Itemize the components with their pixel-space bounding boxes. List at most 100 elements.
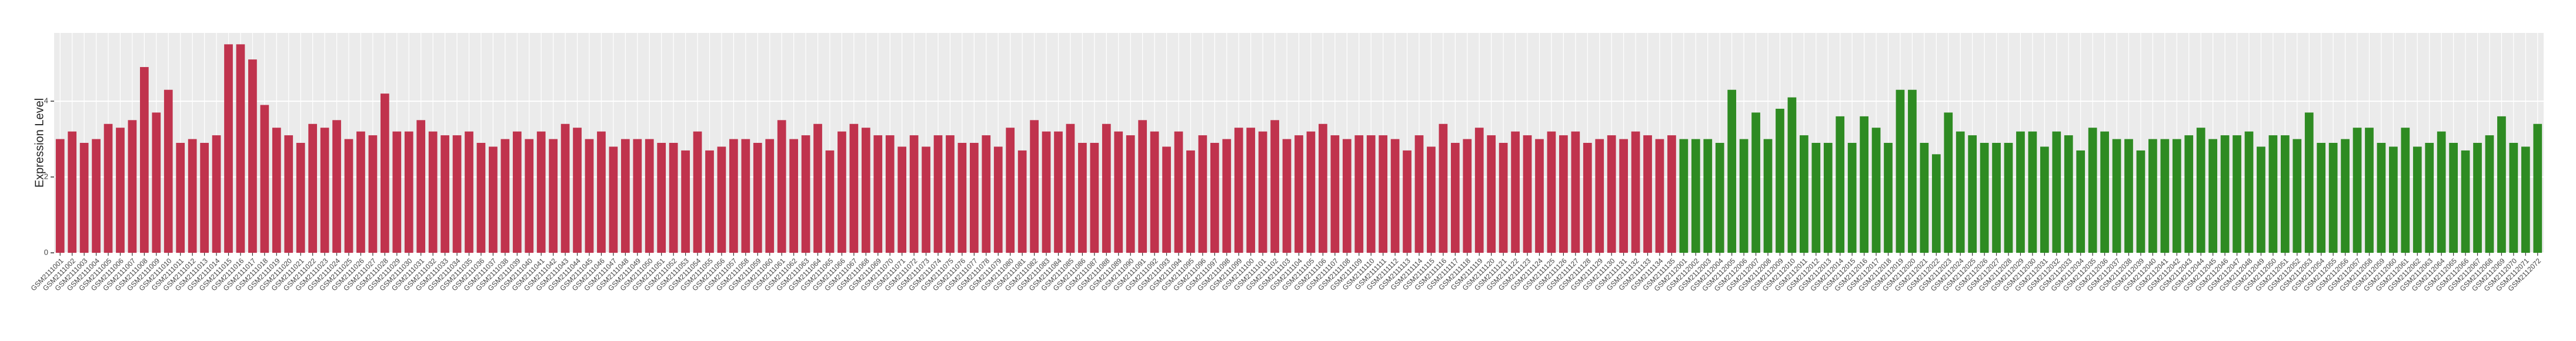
bar [1017,150,1027,253]
bar [2401,128,2410,253]
bar [2437,131,2446,253]
bar [1776,108,1784,253]
bar [1823,143,1833,253]
bar [2172,139,2181,253]
bar [1667,135,1676,253]
bar [669,143,678,253]
bar [825,150,835,253]
bar [1006,128,1015,253]
bar [597,131,606,253]
bar [1126,135,1135,253]
bar [982,135,991,253]
bar [922,146,930,253]
bar [560,123,570,253]
bar [2016,131,2025,253]
bar [1258,131,1267,253]
bar [1836,116,1845,253]
bar [693,131,702,253]
bar [2148,139,2157,253]
bar [1523,135,1532,253]
bar [2088,128,2097,253]
bar [404,131,413,253]
bar [2425,143,2434,253]
bar [332,120,341,253]
bar [777,120,786,253]
bar [1739,139,1749,253]
bar [2341,139,2350,253]
bar [1884,143,1893,253]
bar [2208,139,2218,253]
bar [1571,131,1580,253]
bar [79,143,89,253]
bar [248,59,257,253]
bar [1643,135,1652,253]
bar [801,135,810,253]
bar [645,139,654,253]
bar [1090,143,1099,253]
bar [1414,135,1424,253]
bar [536,131,546,253]
bar [512,131,522,253]
bar [609,146,618,253]
bar [1138,120,1147,253]
bar [2328,143,2338,253]
bar [2317,143,2326,253]
bar [2196,128,2205,253]
bar [1150,131,1159,253]
bar [272,128,281,253]
bar [176,143,185,253]
bar [2461,150,2470,253]
bar [2257,146,2265,253]
bar [2473,143,2482,253]
bar [1246,128,1256,253]
bar [1222,139,1232,253]
bar [1727,89,1737,253]
bar [452,135,462,253]
bar [1342,139,1352,253]
bar [837,131,846,253]
bar [1030,120,1039,253]
bar [1390,139,1400,253]
bar [1078,143,1087,253]
bar [1920,143,1929,253]
bar [128,120,137,253]
bar [1487,135,1496,253]
bar [1439,123,1448,253]
y-tick-label: 2 [44,172,48,180]
bar [1871,128,1881,253]
y-tick-label: 4 [44,96,48,105]
bar [2304,112,2314,253]
bar [2052,131,2061,253]
bar [1583,143,1592,253]
bar [476,143,486,253]
bar [1908,89,1917,253]
bar [441,135,449,253]
bar [1715,143,1724,253]
bar [2497,116,2506,253]
bar [2377,143,2386,253]
bar [2293,139,2302,253]
bar [1306,131,1316,253]
bar [416,120,426,253]
bar [1198,135,1207,253]
bar [946,135,955,253]
bar [909,135,919,253]
bar [1330,135,1340,253]
bar [1980,143,1989,253]
bar [2064,135,2073,253]
bar [1931,154,1941,253]
bar [2485,135,2494,253]
bar [188,139,197,253]
bar [1234,128,1243,253]
bar [1114,131,1123,253]
bar [753,143,762,253]
bar [1800,135,1808,253]
bar [2389,146,2398,253]
bar [2280,135,2290,253]
bar [549,139,558,253]
bar [1511,131,1520,253]
bar [465,131,473,253]
bar [1763,139,1773,253]
bar [1787,97,1797,253]
bar [1655,139,1664,253]
